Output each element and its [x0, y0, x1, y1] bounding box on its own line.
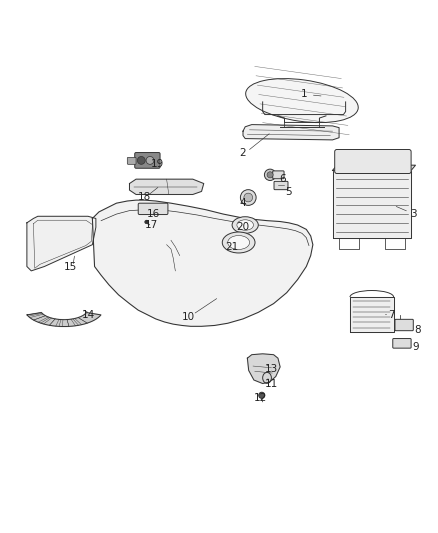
Text: 4: 4 — [240, 198, 246, 208]
Text: 8: 8 — [414, 325, 421, 335]
Circle shape — [244, 193, 253, 202]
Text: 20: 20 — [237, 222, 250, 232]
FancyBboxPatch shape — [273, 171, 284, 179]
Text: 13: 13 — [265, 364, 278, 374]
Polygon shape — [247, 354, 280, 384]
Polygon shape — [27, 216, 96, 271]
Circle shape — [146, 157, 154, 164]
Circle shape — [265, 169, 276, 181]
Text: 9: 9 — [412, 342, 419, 352]
Ellipse shape — [246, 78, 358, 123]
FancyBboxPatch shape — [274, 181, 288, 190]
FancyBboxPatch shape — [127, 157, 136, 164]
Text: 10: 10 — [182, 312, 195, 322]
Text: 17: 17 — [145, 220, 158, 230]
Text: 3: 3 — [410, 209, 417, 219]
Polygon shape — [243, 125, 339, 140]
FancyBboxPatch shape — [393, 338, 411, 348]
Circle shape — [267, 172, 273, 178]
Polygon shape — [92, 200, 313, 326]
Text: 5: 5 — [286, 187, 292, 197]
FancyBboxPatch shape — [135, 152, 160, 168]
Circle shape — [145, 220, 148, 224]
Ellipse shape — [232, 217, 258, 233]
Polygon shape — [332, 165, 416, 171]
Polygon shape — [130, 179, 204, 195]
FancyBboxPatch shape — [335, 149, 411, 174]
Text: 14: 14 — [81, 310, 95, 319]
Text: 21: 21 — [226, 242, 239, 252]
Text: 16: 16 — [147, 209, 160, 219]
Ellipse shape — [222, 232, 255, 253]
Circle shape — [259, 392, 265, 398]
Text: 7: 7 — [388, 310, 395, 319]
FancyBboxPatch shape — [395, 319, 413, 330]
Text: 12: 12 — [254, 393, 267, 403]
Text: 1: 1 — [301, 89, 307, 99]
Circle shape — [138, 157, 145, 164]
Text: 11: 11 — [265, 379, 278, 390]
Polygon shape — [332, 171, 411, 238]
Text: 6: 6 — [279, 174, 286, 184]
Text: 18: 18 — [138, 192, 152, 201]
Ellipse shape — [228, 236, 250, 249]
Text: 19: 19 — [151, 159, 165, 169]
Circle shape — [240, 190, 256, 205]
Polygon shape — [350, 297, 394, 332]
FancyBboxPatch shape — [138, 203, 168, 215]
Ellipse shape — [237, 220, 254, 230]
Text: 2: 2 — [240, 148, 246, 158]
Polygon shape — [27, 312, 101, 327]
Text: 15: 15 — [64, 262, 77, 271]
